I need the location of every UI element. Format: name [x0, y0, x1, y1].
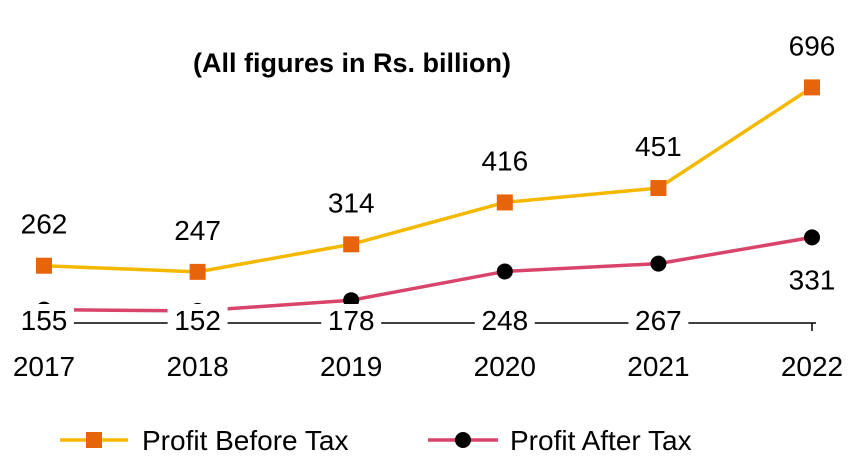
x-axis-ticks: 2017 2018 2019 2020 2021 2022: [13, 323, 843, 382]
point-profit-before-tax-2021: [650, 180, 667, 197]
data-label-profit-before-tax-2017: 262: [21, 209, 68, 240]
legend-label-profit-after-tax: Profit After Tax: [510, 425, 692, 456]
x-tick-label-2021: 2021: [627, 351, 689, 382]
series-layer: [36, 79, 820, 319]
data-label-profit-after-tax-2022: 331: [789, 264, 836, 295]
data-labels-layer: 262 247 314 416 451 696 155 152 178 248 267 331: [14, 30, 835, 338]
data-label-bg-profit-after-tax-2018: [167, 304, 228, 338]
data-label-profit-before-tax-2020: 416: [481, 145, 528, 176]
legend-label-profit-before-tax: Profit Before Tax: [142, 425, 348, 456]
data-label-profit-after-tax-2019: 178: [328, 305, 375, 336]
x-tick-label-2019: 2019: [320, 351, 382, 382]
data-label-bg-profit-after-tax-2020: [474, 304, 535, 338]
data-label-profit-after-tax-2020: 248: [481, 305, 528, 336]
data-label-profit-after-tax-2018: 152: [174, 305, 221, 336]
data-label-profit-before-tax-2022: 696: [789, 30, 836, 61]
point-profit-after-tax-2022: [804, 229, 820, 246]
point-profit-before-tax-2019: [343, 236, 360, 253]
series-line-profit-after-tax: [43, 235, 813, 313]
data-label-bg-profit-after-tax-2019: [321, 304, 382, 338]
x-tick-label-2018: 2018: [166, 351, 228, 382]
data-label-profit-before-tax-2021: 451: [635, 131, 682, 162]
point-profit-before-tax-2017: [36, 257, 52, 274]
point-profit-before-tax-2020: [496, 194, 513, 211]
data-label-profit-before-tax-2019: 314: [328, 187, 375, 218]
point-profit-before-tax-2022: [804, 79, 820, 96]
chart-subtitle: (All figures in Rs. billion): [193, 48, 511, 78]
legend-marker-profit-before-tax: [86, 432, 102, 448]
x-tick-label-2022: 2022: [781, 351, 843, 382]
x-tick-label-2017: 2017: [13, 351, 75, 382]
point-profit-after-tax-2021: [650, 255, 667, 272]
point-profit-after-tax-2020: [496, 263, 513, 280]
data-label-profit-after-tax-2021: 267: [635, 305, 682, 336]
data-label-bg-profit-after-tax-2021: [628, 304, 689, 338]
data-label-bg-profit-after-tax-2017: [14, 304, 74, 338]
data-label-profit-after-tax-2017: 155: [21, 305, 68, 336]
series-line-profit-before-tax: [43, 85, 813, 274]
legend: Profit Before Tax Profit After Tax: [60, 425, 692, 456]
data-label-profit-before-tax-2018: 247: [174, 215, 221, 246]
point-profit-before-tax-2018: [189, 263, 206, 280]
x-tick-label-2020: 2020: [474, 351, 536, 382]
legend-marker-profit-after-tax: [455, 432, 471, 448]
